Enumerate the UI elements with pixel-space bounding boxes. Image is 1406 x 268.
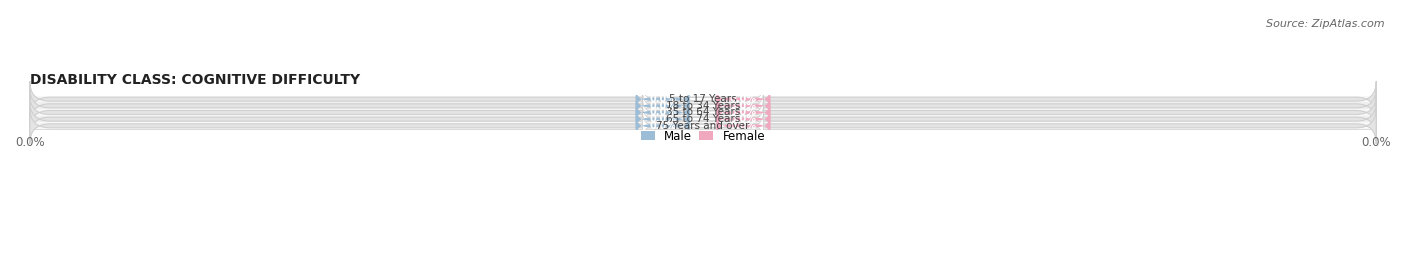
Text: DISABILITY CLASS: COGNITIVE DIFFICULTY: DISABILITY CLASS: COGNITIVE DIFFICULTY [30,73,360,87]
FancyBboxPatch shape [636,94,689,118]
Text: 0.0%: 0.0% [650,94,676,104]
Text: 0.0%: 0.0% [730,114,756,124]
Text: 0.0%: 0.0% [650,101,676,111]
FancyBboxPatch shape [643,104,763,134]
FancyBboxPatch shape [636,100,689,124]
Text: 0.0%: 0.0% [650,114,676,124]
Text: 0.0%: 0.0% [730,121,756,131]
Text: 65 to 74 Years: 65 to 74 Years [666,114,740,124]
FancyBboxPatch shape [643,111,763,141]
Text: 18 to 34 Years: 18 to 34 Years [666,101,740,111]
Text: 0.0%: 0.0% [730,94,756,104]
Text: 0.0%: 0.0% [650,121,676,131]
FancyBboxPatch shape [30,108,1376,144]
FancyBboxPatch shape [636,107,689,131]
Bar [30,116,1376,122]
FancyBboxPatch shape [643,91,763,121]
FancyBboxPatch shape [636,87,689,111]
Bar [30,109,1376,116]
FancyBboxPatch shape [636,114,689,138]
Bar [30,96,1376,102]
FancyBboxPatch shape [643,84,763,114]
Text: 75 Years and over: 75 Years and over [657,121,749,131]
Text: 35 to 64 Years: 35 to 64 Years [666,107,740,117]
FancyBboxPatch shape [643,97,763,128]
Text: Source: ZipAtlas.com: Source: ZipAtlas.com [1267,19,1385,29]
FancyBboxPatch shape [717,100,770,124]
FancyBboxPatch shape [30,81,1376,117]
Text: 0.0%: 0.0% [730,101,756,111]
FancyBboxPatch shape [30,95,1376,131]
FancyBboxPatch shape [717,94,770,118]
FancyBboxPatch shape [717,114,770,138]
Text: 0.0%: 0.0% [650,107,676,117]
FancyBboxPatch shape [717,107,770,131]
Bar [30,102,1376,109]
Text: 0.0%: 0.0% [730,107,756,117]
FancyBboxPatch shape [30,88,1376,124]
FancyBboxPatch shape [30,101,1376,137]
FancyBboxPatch shape [717,87,770,111]
Bar [30,122,1376,129]
Legend: Male, Female: Male, Female [641,130,765,143]
Text: 5 to 17 Years: 5 to 17 Years [669,94,737,104]
